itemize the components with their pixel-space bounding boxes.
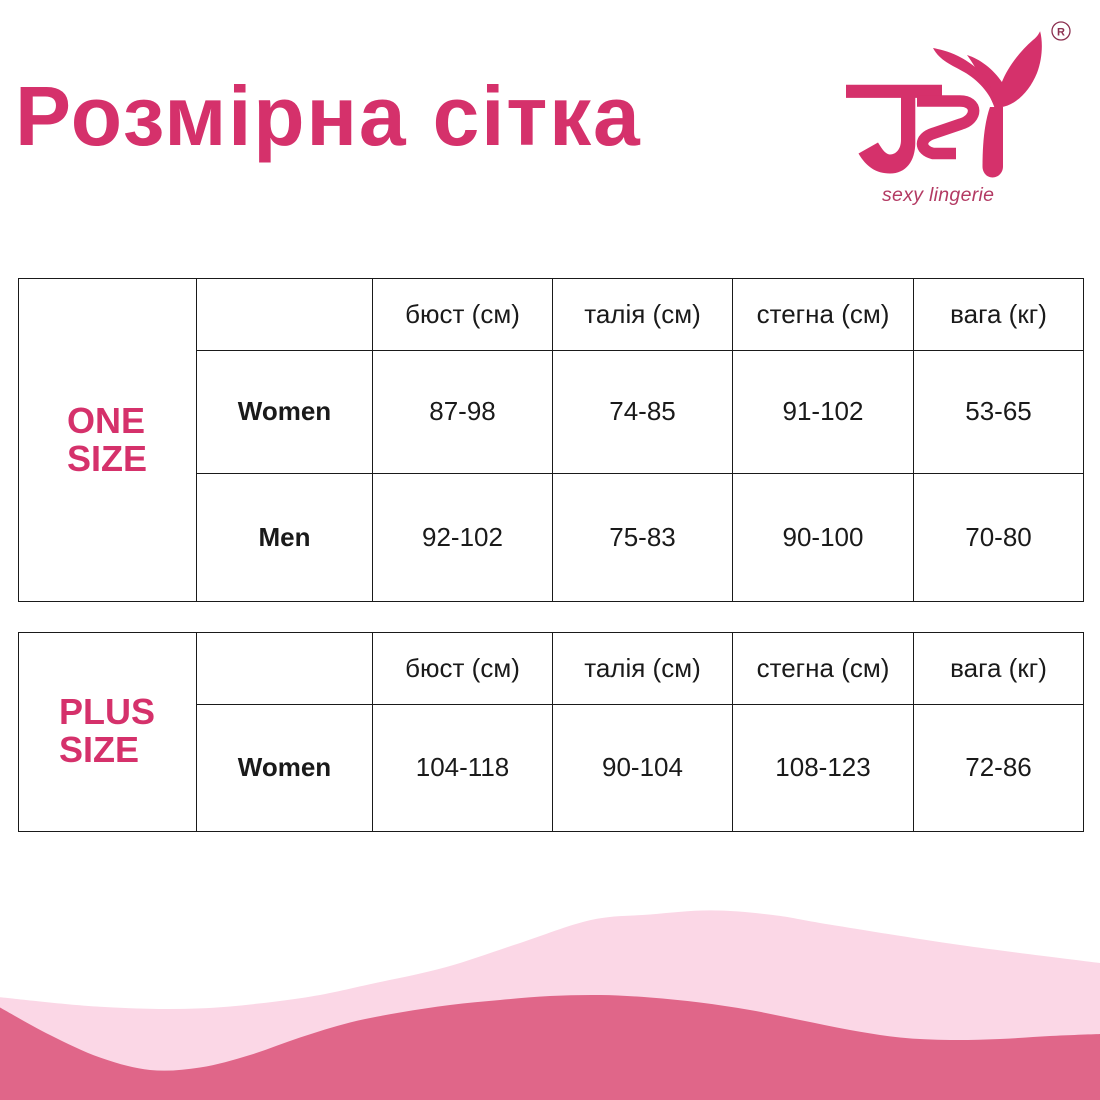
svg-text:R: R xyxy=(1057,27,1065,39)
